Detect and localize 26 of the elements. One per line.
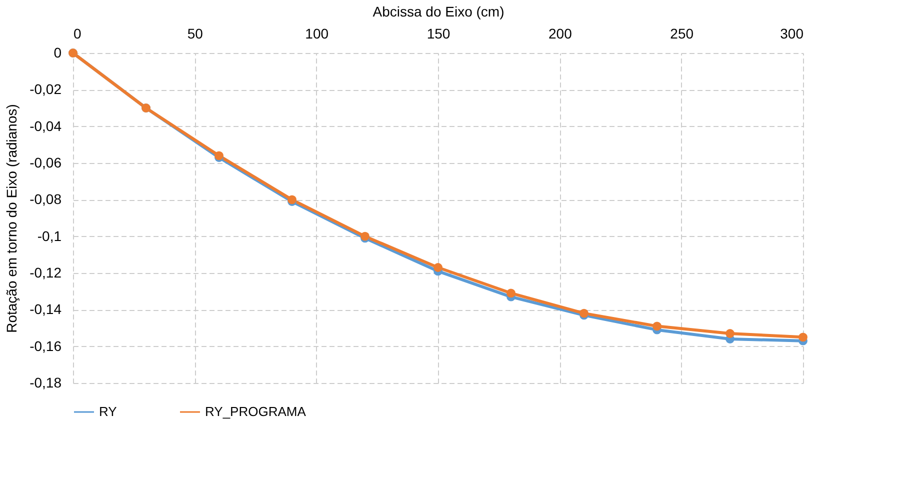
x-tick-label: 200 xyxy=(548,26,572,42)
legend-label: RY xyxy=(99,404,118,419)
x-tick-label: 250 xyxy=(670,26,694,42)
x-tick-label: 300 xyxy=(780,26,804,42)
y-tick-label: 0 xyxy=(54,44,62,60)
y-tick-label: -0,16 xyxy=(30,338,62,354)
y-tick-label: -0,1 xyxy=(37,228,62,244)
y-tick-label: -0,12 xyxy=(30,264,62,280)
x-tick-label: 150 xyxy=(426,26,450,42)
y-tick-label: -0,18 xyxy=(30,374,62,390)
x-tick-label: 100 xyxy=(305,26,329,42)
y-tick-label: -0,02 xyxy=(30,81,62,98)
point xyxy=(798,332,808,342)
y-tick-label: -0,08 xyxy=(30,191,62,208)
point xyxy=(434,263,442,272)
y-tick-label: -0,06 xyxy=(30,154,62,170)
y-axis-title: Rotação em torno do Eixo (radianos) xyxy=(4,104,20,333)
x-tick-label: 0 xyxy=(74,26,82,42)
point xyxy=(726,329,734,338)
y-tick-label: -0,14 xyxy=(30,301,62,318)
legend-label: RY_PROGRAMA xyxy=(205,404,306,419)
point xyxy=(652,322,662,331)
x-axis-title: Abcissa do Eixo (cm) xyxy=(372,4,504,20)
x-tick-label: 50 xyxy=(187,26,204,42)
y-tick-label: -0,04 xyxy=(30,118,62,134)
point xyxy=(506,288,516,298)
